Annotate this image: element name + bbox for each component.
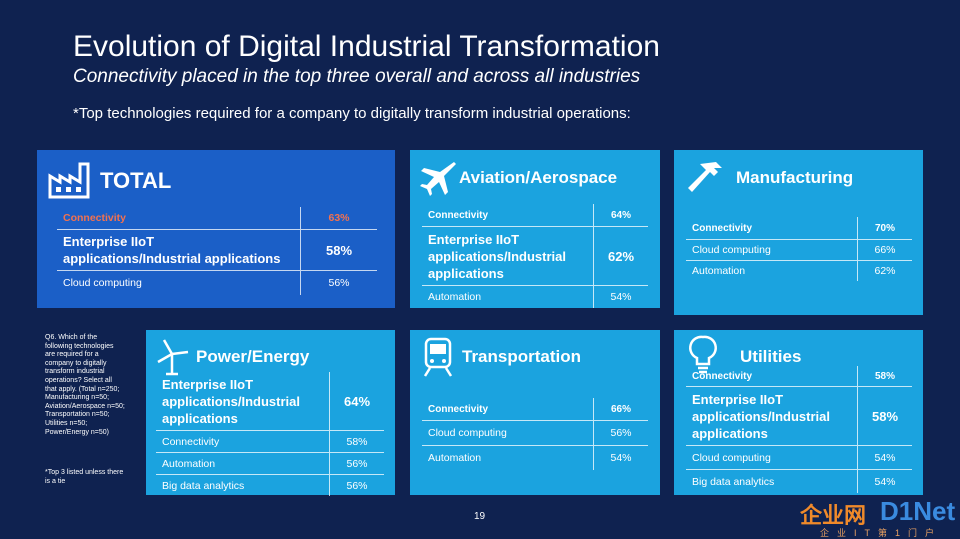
- value: 58%: [329, 431, 384, 452]
- label: Cloud computing: [692, 244, 771, 256]
- label: Cloud computing: [692, 451, 771, 464]
- label: Cloud computing: [63, 277, 142, 289]
- label: Connectivity: [692, 222, 753, 234]
- footnote: *Top 3 listed unless there is a tie: [45, 469, 124, 485]
- value: 54%: [593, 446, 648, 470]
- table: Connectivity 66% Cloud computing 56% Autom…: [422, 398, 648, 470]
- panel-title: TOTAL: [100, 168, 172, 193]
- label: Big data analytics: [162, 479, 245, 492]
- label: Connectivity: [428, 209, 489, 221]
- panel-title: Power/Energy: [196, 347, 310, 366]
- page-number: 19: [474, 511, 486, 522]
- value: 58%: [857, 366, 912, 386]
- panel-title: Utilities: [740, 347, 802, 366]
- value: 54%: [593, 286, 648, 308]
- label: Cloud computing: [428, 427, 507, 439]
- value: 56%: [593, 421, 648, 445]
- panel: Power/Energy Enterprise IIoT application…: [146, 330, 395, 496]
- value: 56%: [329, 453, 384, 474]
- side-note: Q6. Which of the following technologies …: [45, 334, 125, 436]
- panel: Utilities Connectivity 58% Enterprise IIo…: [674, 330, 923, 495]
- table: Connectivity 70% Cloud computing 66% Autom…: [686, 217, 912, 281]
- turbine-icon: [157, 339, 189, 376]
- value: 66%: [857, 240, 912, 260]
- label: Big data analytics: [692, 475, 775, 488]
- value: 66%: [593, 398, 648, 420]
- panel-title: Transportation: [462, 347, 582, 366]
- watermark-tagline: 企业IT第1门户: [820, 528, 943, 538]
- label: Connectivity: [63, 212, 127, 224]
- watermark-logo: D1Net: [880, 496, 956, 526]
- label: Automation: [692, 265, 746, 277]
- panel: TOTAL Connectivity 63% Enterprise IIoT ap…: [37, 150, 395, 308]
- label: Automation: [428, 291, 482, 303]
- watermark-brand: 企业网: [800, 503, 867, 528]
- value: 64%: [329, 372, 384, 430]
- panel: Transportation Connectivity 66% Cloud com…: [410, 330, 660, 495]
- label: Enterprise IIoT applications/Industrial …: [692, 391, 830, 441]
- value: 58%: [300, 230, 377, 270]
- subtitle: Connectivity placed in the top three ove…: [73, 66, 641, 87]
- panel: Manufacturing Connectivity 70% Cloud comp…: [674, 150, 923, 315]
- panel-title: Aviation/Aerospace: [459, 168, 618, 187]
- train-icon: [423, 337, 453, 377]
- value: 64%: [593, 204, 648, 226]
- label: Enterprise IIoT applications/Industrial …: [63, 234, 281, 266]
- value: 56%: [329, 475, 384, 496]
- label: Automation: [428, 452, 482, 464]
- label: Connectivity: [692, 370, 753, 382]
- table: Connectivity 64% Enterprise IIoT applicat…: [422, 204, 648, 308]
- table: Enterprise IIoT applications/Industrial …: [156, 372, 384, 496]
- value: 70%: [857, 217, 912, 239]
- factory-icon: [48, 162, 90, 199]
- table: Connectivity 63% Enterprise IIoT applicat…: [57, 207, 377, 295]
- hammer-icon: [688, 162, 722, 192]
- label: Connectivity: [428, 403, 489, 415]
- value: 54%: [857, 470, 912, 493]
- label: Enterprise IIoT applications/Industrial …: [162, 376, 300, 426]
- value: 58%: [857, 387, 912, 445]
- label: Automation: [162, 457, 216, 470]
- value: 63%: [300, 207, 377, 229]
- value: 54%: [857, 446, 912, 469]
- label: Connectivity: [162, 435, 220, 448]
- note: *Top technologies required for a company…: [73, 105, 631, 122]
- panel: Aviation/Aerospace Connectivity 64% Enter…: [410, 150, 660, 308]
- value: 56%: [300, 271, 377, 295]
- bulb-icon: [689, 335, 717, 374]
- table: Connectivity 58% Enterprise IIoT applicat…: [686, 366, 912, 493]
- value: 62%: [857, 261, 912, 281]
- value: 62%: [593, 227, 648, 285]
- panel-title: Manufacturing: [736, 168, 854, 187]
- title: Evolution of Digital Industrial Transfor…: [73, 30, 660, 63]
- label: Enterprise IIoT applications/Industrial …: [428, 231, 566, 281]
- plane-icon: [420, 162, 456, 196]
